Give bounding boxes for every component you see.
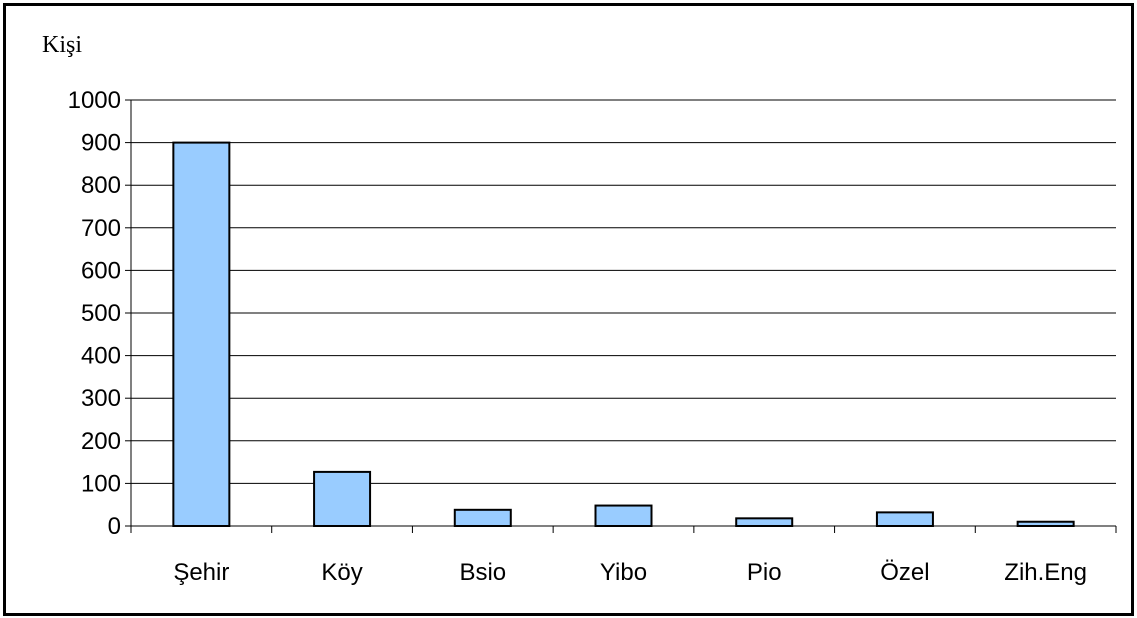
x-tick-label: Yibo [600,559,647,586]
y-tick-label: 700 [81,215,121,242]
x-tick-label: Köy [321,559,362,586]
y-tick-label: 400 [81,343,121,370]
bar-Özel [875,511,934,528]
y-tick-label: 0 [108,513,121,540]
y-tick-label: 600 [81,257,121,284]
chart-frame: Kişi 0 100 200 300 400 500 600 700 800 900 1000 Şe… [3,3,1134,616]
x-tick-label: Zih.Eng [1004,559,1087,586]
x-tick-label: Özel [880,559,929,586]
bar-chart: Kişi 0 100 200 300 400 500 600 700 800 900 1000 Şe… [42,32,1117,586]
y-tick-label: 900 [81,130,121,157]
y-axis-label: Kişi [42,32,82,58]
y-tick-label: 300 [81,385,121,412]
y-tick-label: 200 [81,428,121,455]
bar-Bsio [453,508,512,528]
y-tick-label: 800 [81,172,121,199]
bar-Pio [735,517,794,527]
grid-lines [131,99,1116,484]
axes [125,99,1117,533]
bar-Yibo [594,504,653,528]
x-tick-label: Şehir [173,559,229,586]
x-tick-label: Pio [747,559,782,586]
x-tick-label: Bsio [459,559,506,586]
y-tick-labels: 0 100 200 300 400 500 600 700 800 900 1000 [68,87,121,540]
x-tick-labels: Şehir Köy Bsio Yibo Pio Özel Zih.Eng [173,559,1087,586]
bar-Köy [313,470,372,528]
y-tick-label: 1000 [68,87,121,114]
bars [172,141,1075,528]
y-tick-label: 500 [81,300,121,327]
bar-Şehir [172,141,231,527]
bar-Zih.Eng [1016,520,1075,527]
y-tick-label: 100 [81,470,121,497]
